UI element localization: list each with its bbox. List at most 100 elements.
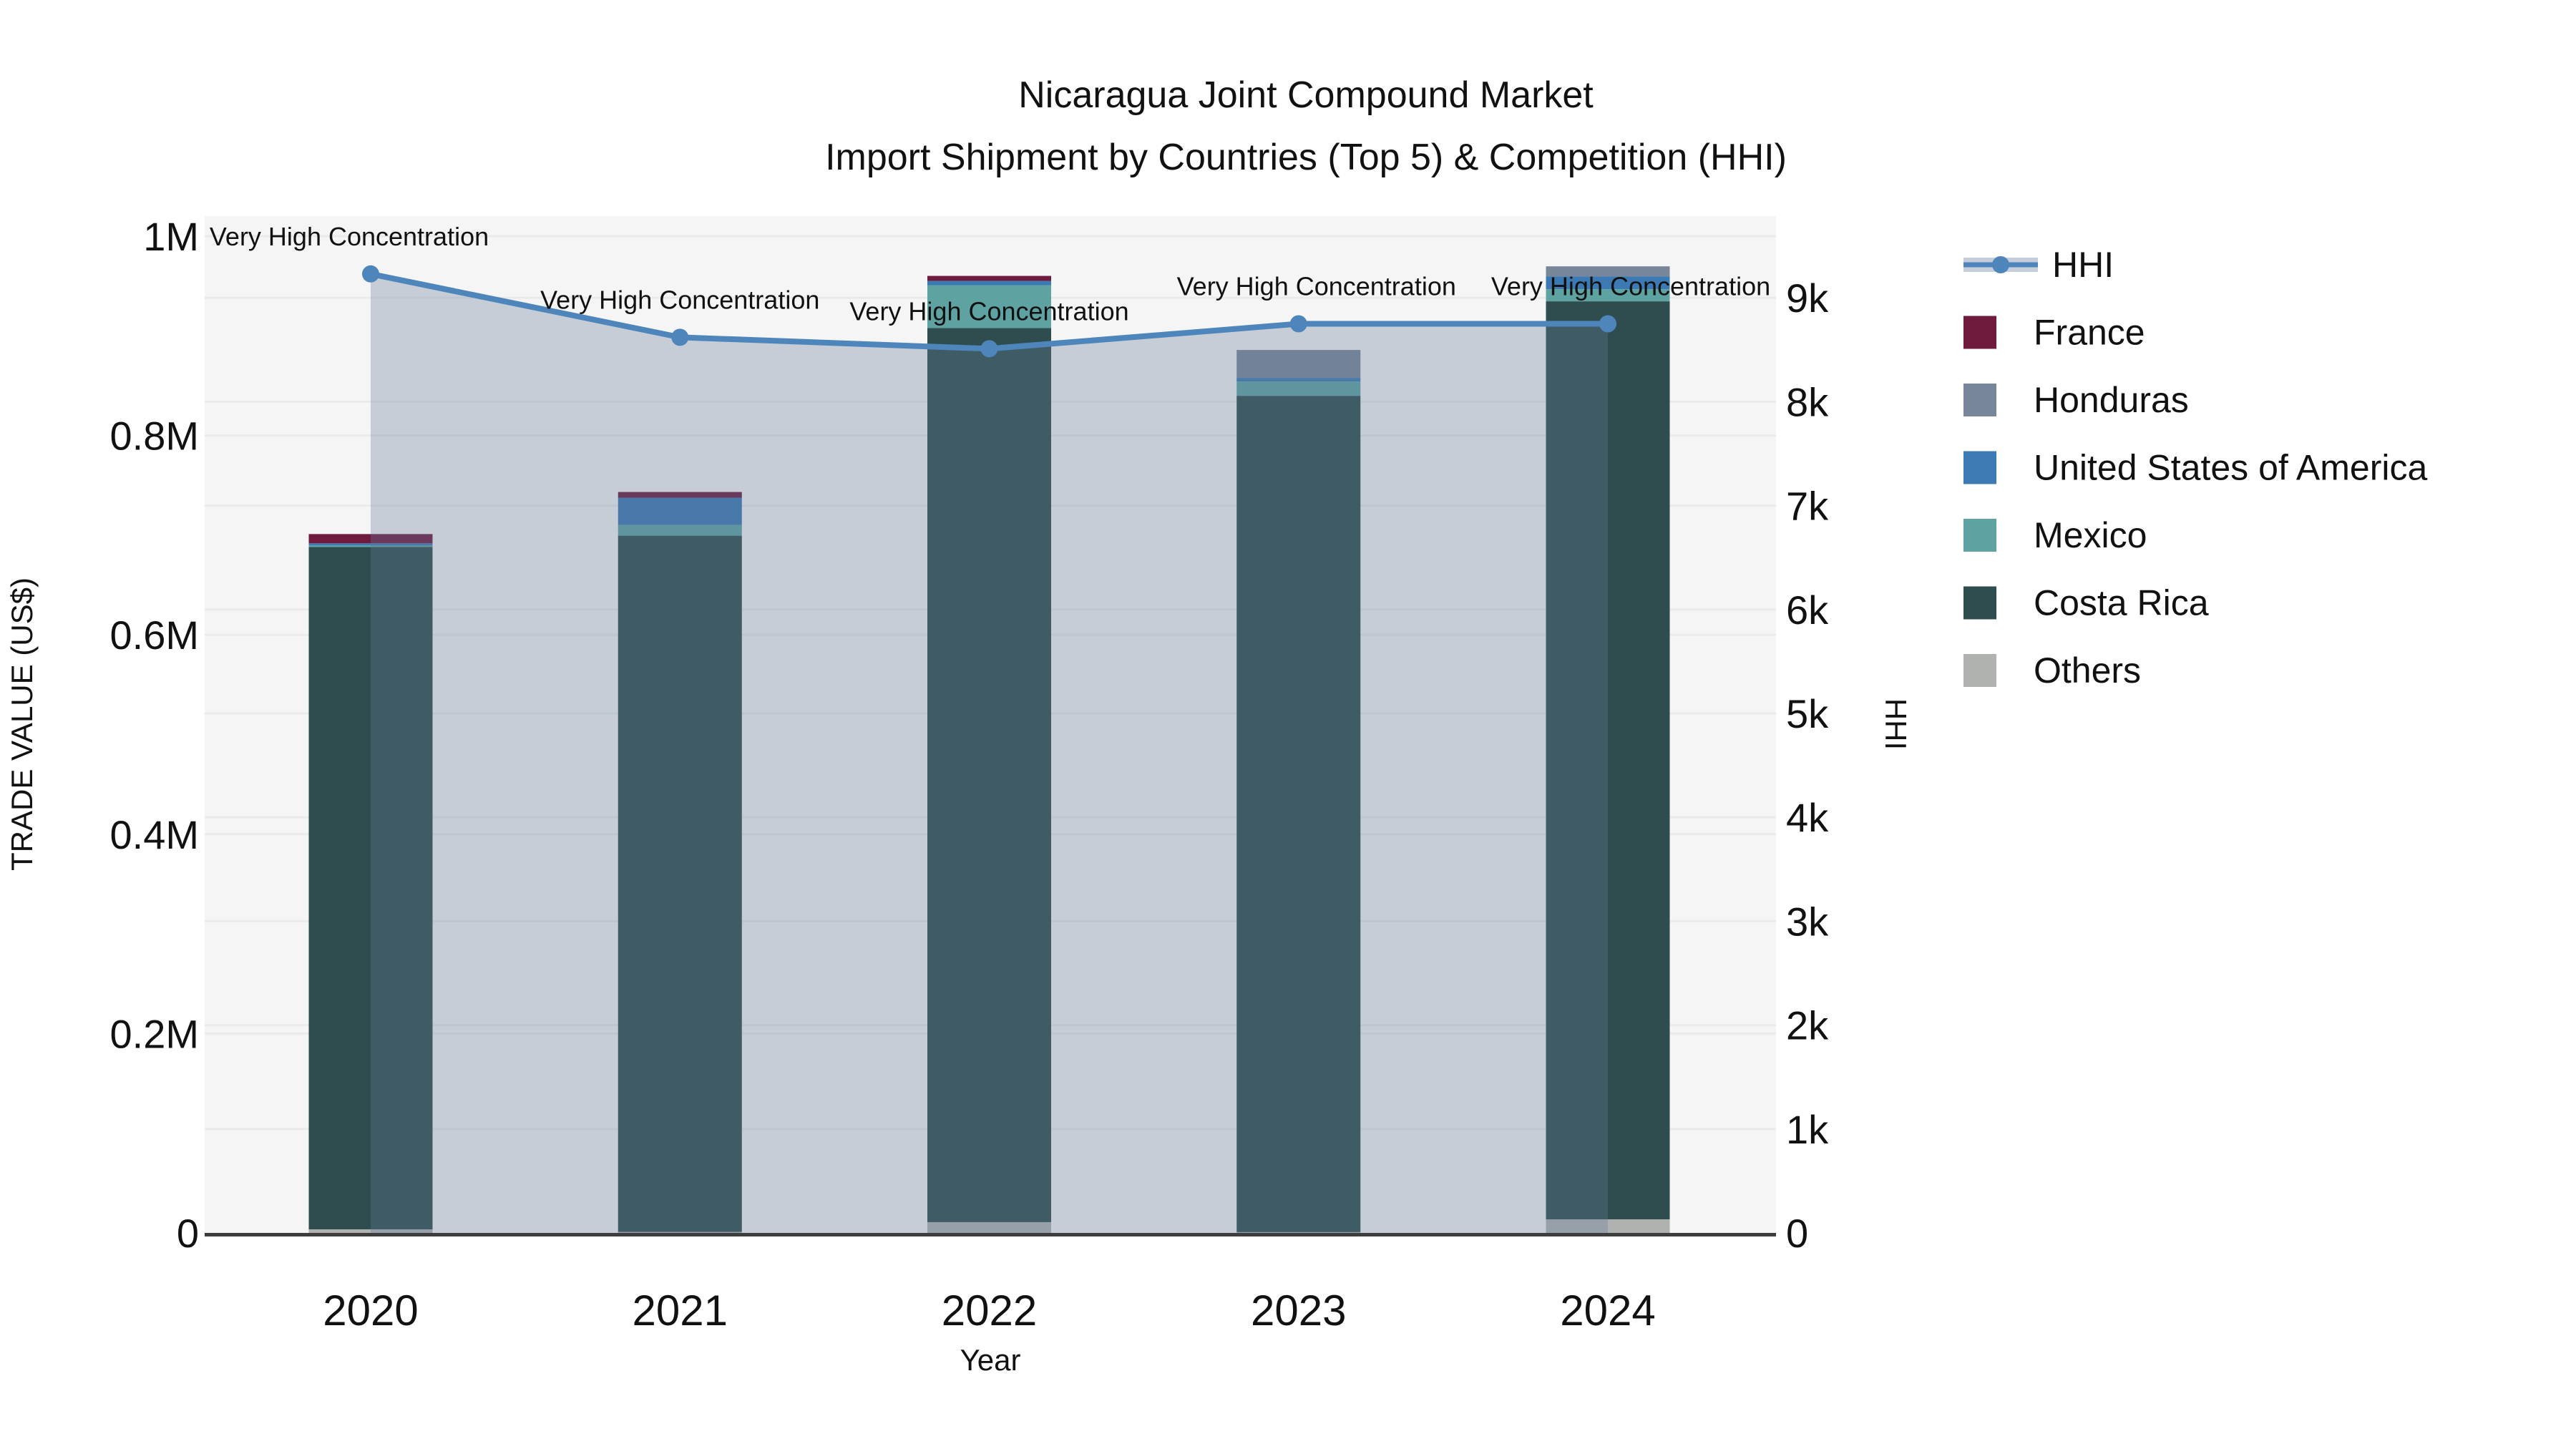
y-right-tick-1k: 1k (1786, 1107, 1829, 1152)
hhi-marker-2022[interactable] (980, 340, 998, 358)
annotation-2022: Very High Concentration (849, 296, 1128, 326)
x-tick-2022: 2022 (942, 1287, 1037, 1335)
y-right-tick-4k: 4k (1786, 795, 1829, 840)
bar-segment-costa-rica[interactable] (927, 328, 1051, 1222)
bar-segment-costa-rica[interactable] (1236, 396, 1361, 1232)
x-axis-title: Year (960, 1343, 1021, 1377)
bar-segment-mexico[interactable] (308, 545, 433, 547)
annotation-2023: Very High Concentration (1177, 272, 1456, 301)
bar-segment-others[interactable] (308, 1229, 433, 1233)
bar-2024 (1546, 266, 1670, 1233)
legend-label-france[interactable]: France (2034, 313, 2145, 353)
bar-segment-honduras[interactable] (1236, 350, 1361, 379)
y-right-tick-5k: 5k (1786, 691, 1829, 736)
point-annotations: Very High Concentration Very High Concent… (210, 222, 1770, 326)
bar-segment-united-states-of-america[interactable] (927, 280, 1051, 286)
bar-segment-france[interactable] (927, 275, 1051, 281)
y-left-tick-0.4M: 0.4M (110, 812, 200, 857)
legend-item-united-states-of-america[interactable]: United States of America (1963, 448, 2427, 488)
bar-segment-france[interactable] (308, 534, 433, 544)
x-tick-2023: 2023 (1251, 1287, 1346, 1335)
y-right-tick-6k: 6k (1786, 587, 1829, 633)
legend: HHI France Honduras United States of Americ… (1963, 245, 2427, 691)
chart-title-line2: Import Shipment by Countries (Top 5) & C… (825, 137, 1787, 178)
y-right-tick-8k: 8k (1786, 379, 1829, 424)
y-left-tick-0.6M: 0.6M (110, 613, 200, 658)
legend-item-france[interactable]: France (1963, 313, 2145, 353)
legend-swatch-france-icon (1963, 316, 1996, 349)
legend-label-hhi[interactable]: HHI (2052, 245, 2114, 285)
legend-label-honduras[interactable]: Honduras (2034, 380, 2189, 420)
y-left-axis-title: TRADE VALUE (US$) (5, 577, 39, 871)
y-right-tick-labels: 0 1k 2k 3k 4k 5k 6k 7k 8k 9k (1786, 275, 1829, 1256)
legend-hhi-marker-icon (1992, 256, 2009, 273)
annotation-2020: Very High Concentration (210, 222, 489, 251)
legend-swatch-costa-rica-icon (1963, 586, 1996, 620)
bar-segment-mexico[interactable] (1236, 381, 1361, 396)
bar-segment-france[interactable] (618, 492, 742, 498)
bar-segment-united-states-of-america[interactable] (1236, 378, 1361, 382)
bar-2022 (927, 275, 1051, 1233)
hhi-marker-2020[interactable] (362, 265, 379, 283)
bar-segment-mexico[interactable] (1546, 289, 1670, 302)
bar-segment-united-states-of-america[interactable] (308, 543, 433, 546)
bar-segment-united-states-of-america[interactable] (1546, 276, 1670, 290)
bar-segment-costa-rica[interactable] (308, 547, 433, 1229)
bar-segment-united-states-of-america[interactable] (618, 497, 742, 525)
y-left-tick-labels: 0 0.2M 0.4M 0.6M 0.8M 1M (110, 214, 200, 1256)
annotation-2021: Very High Concentration (540, 285, 819, 314)
gridline-left-axis (205, 235, 1776, 238)
bar-segment-costa-rica[interactable] (618, 535, 742, 1232)
y-left-tick-0: 0 (177, 1211, 199, 1256)
legend-label-others[interactable]: Others (2034, 650, 2141, 691)
legend-swatch-others-icon (1963, 654, 1996, 687)
bar-segment-others[interactable] (618, 1231, 742, 1233)
y-right-tick-9k: 9k (1786, 275, 1829, 321)
annotation-2024: Very High Concentration (1491, 272, 1770, 301)
y-right-tick-0: 0 (1786, 1211, 1808, 1256)
x-tick-2021: 2021 (633, 1287, 728, 1335)
x-axis-line (205, 1233, 1776, 1236)
y-left-tick-0.8M: 0.8M (110, 414, 200, 459)
bar-2021 (618, 492, 742, 1233)
y-right-tick-2k: 2k (1786, 1003, 1829, 1048)
hhi-marker-2021[interactable] (671, 328, 689, 346)
legend-label-costa-rica[interactable]: Costa Rica (2034, 583, 2209, 623)
bar-segment-honduras[interactable] (1546, 266, 1670, 277)
legend-swatch-mexico-icon (1963, 519, 1996, 552)
legend-item-costa-rica[interactable]: Costa Rica (1963, 583, 2209, 623)
bar-segment-costa-rica[interactable] (1546, 301, 1670, 1220)
bar-segment-mexico[interactable] (618, 525, 742, 536)
x-tick-2020: 2020 (323, 1287, 418, 1335)
bar-segment-others[interactable] (927, 1221, 1051, 1233)
legend-swatch-honduras-icon (1963, 384, 1996, 416)
y-right-tick-3k: 3k (1786, 899, 1829, 944)
legend-label-mexico[interactable]: Mexico (2034, 515, 2147, 555)
y-right-axis-title: HHI (1879, 698, 1913, 750)
y-left-tick-1M: 1M (143, 214, 199, 259)
bar-segment-others[interactable] (1546, 1219, 1670, 1233)
hhi-area-fill (371, 273, 1608, 1234)
chart-title-line1: Nicaragua Joint Compound Market (1018, 74, 1594, 116)
y-right-tick-7k: 7k (1786, 484, 1829, 529)
hhi-area-polygon (371, 273, 1608, 1234)
hhi-marker-2023[interactable] (1289, 315, 1307, 333)
stacked-bars (308, 266, 1670, 1233)
bar-2023 (1236, 350, 1361, 1233)
hhi-marker-2024[interactable] (1599, 315, 1616, 333)
legend-swatch-united-states-of-america-icon (1963, 451, 1996, 484)
bar-segment-others[interactable] (1236, 1231, 1361, 1233)
legend-item-hhi[interactable]: HHI (1963, 245, 2114, 285)
x-axis-tick-labels: 2020 2021 2022 2023 2024 (323, 1287, 1655, 1335)
legend-label-united-states-of-america[interactable]: United States of America (2034, 448, 2427, 488)
legend-item-mexico[interactable]: Mexico (1963, 515, 2147, 555)
bar-2020 (308, 534, 433, 1233)
hhi-line-series (362, 265, 1616, 358)
legend-item-others[interactable]: Others (1963, 650, 2141, 691)
legend-item-honduras[interactable]: Honduras (1963, 380, 2189, 420)
x-tick-2024: 2024 (1560, 1287, 1655, 1335)
y-left-tick-0.2M: 0.2M (110, 1011, 200, 1056)
bar-segment-mexico[interactable] (927, 285, 1051, 328)
